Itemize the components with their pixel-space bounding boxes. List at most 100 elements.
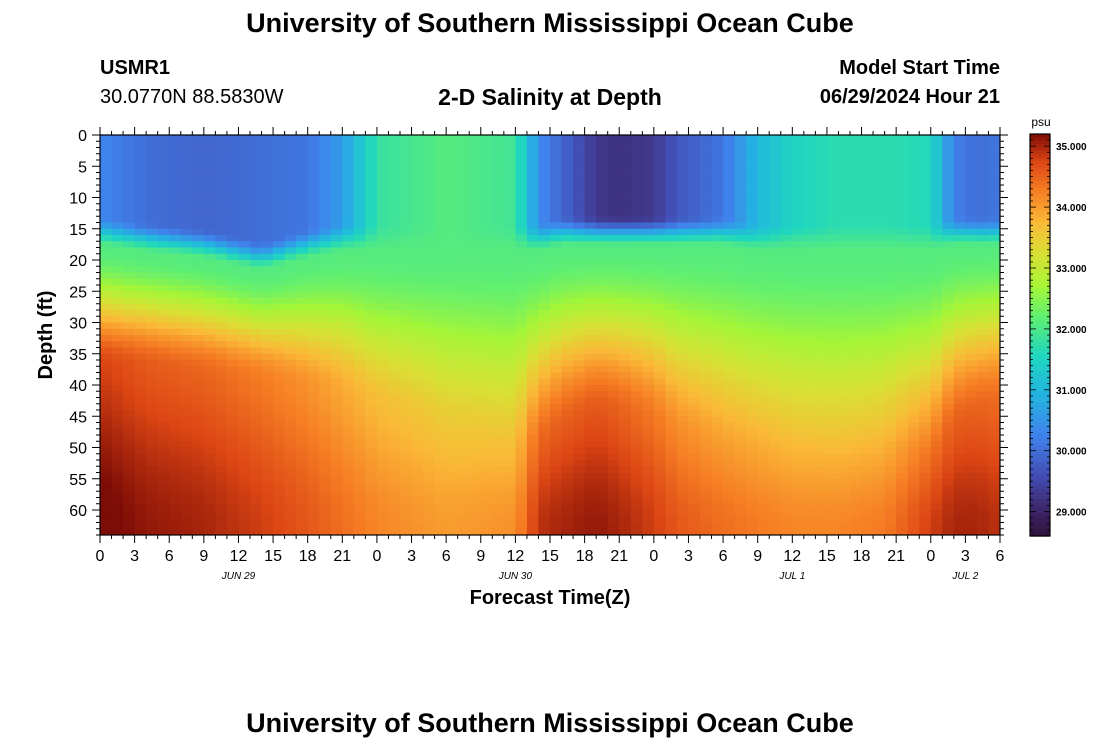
heatmap-cell [803,141,816,149]
heatmap-cell [434,491,447,499]
heatmap-cell [180,460,193,467]
heatmap-cell [607,453,620,461]
heatmap-cell [884,235,897,242]
heatmap-cell [757,260,770,267]
heatmap-cell [284,347,297,355]
heatmap-cell [826,316,840,324]
heatmap-cell [261,478,274,486]
heatmap-cell [203,491,216,499]
heatmap-cell [307,228,320,236]
heatmap-cell [965,247,978,255]
heatmap-cell [376,435,390,442]
heatmap-cell [307,285,320,292]
heatmap-cell [284,172,297,180]
heatmap-cell [330,403,343,411]
heatmap-cell [976,203,990,211]
heatmap-cell [146,185,159,192]
heatmap-cell [850,135,863,142]
heatmap-cell [653,291,666,299]
heatmap-cell [953,447,966,455]
heatmap-cell [342,297,355,305]
heatmap-cell [342,160,355,167]
heatmap-cell [561,316,574,324]
heatmap-cell [388,210,401,217]
heatmap-cell [330,191,343,199]
heatmap-cell [700,360,713,367]
heatmap-cell [342,391,355,399]
heatmap-cell [584,410,597,417]
heatmap-cell [261,528,274,535]
heatmap-cell [307,510,320,517]
heatmap-cell [676,197,690,205]
heatmap-cell [169,141,182,149]
heatmap-cell [711,335,724,342]
heatmap-cell [180,272,193,280]
heatmap-cell [157,172,170,180]
heatmap-cell [573,222,586,230]
heatmap-cell [861,378,874,386]
heatmap-cell [676,372,690,380]
heatmap-cell [792,185,805,192]
heatmap-cell [884,428,897,436]
heatmap-cell [596,360,609,367]
heatmap-cell [526,303,540,311]
heatmap-cell [446,210,459,217]
heatmap-cell [526,422,540,430]
heatmap-cell [734,397,747,405]
heatmap-cell [780,485,793,492]
heatmap-cell [942,441,955,449]
heatmap-cell [123,266,136,274]
heatmap-cell [584,516,597,524]
heatmap-cell [896,241,909,249]
heatmap-cell [907,328,920,336]
heatmap-cell [538,241,551,249]
heatmap-cell [746,372,759,380]
heatmap-cell [619,153,632,161]
heatmap-cell [273,397,286,405]
heatmap-cell [319,228,332,236]
heatmap-cell [330,203,343,211]
heatmap-cell [180,322,193,330]
heatmap-cell [203,391,216,399]
heatmap-cell [353,260,366,267]
heatmap-cell [342,178,355,186]
heatmap-cell [550,247,563,255]
heatmap-cell [884,460,897,467]
heatmap-cell [250,503,263,511]
heatmap-cell [123,328,136,336]
heatmap-cell [457,528,470,535]
heatmap-cell [676,447,690,455]
heatmap-cell [884,328,897,336]
heatmap-cell [492,510,505,517]
heatmap-cell [896,235,909,242]
heatmap-cell [907,491,920,499]
heatmap-cell [446,228,459,236]
heatmap-cell [826,197,840,205]
heatmap-cell [676,403,690,411]
heatmap-cell [769,147,782,155]
heatmap-cell [238,191,251,199]
heatmap-cell [665,385,678,392]
heatmap-cell [907,266,920,274]
heatmap-cell [792,447,805,455]
heatmap-cell [192,353,205,361]
heatmap-cell [746,391,759,399]
heatmap-cell [526,228,540,236]
heatmap-cell [307,410,320,417]
heatmap-cell [665,197,678,205]
heatmap-cell [273,247,286,255]
heatmap-cell [330,397,343,405]
heatmap-cell [688,460,701,467]
heatmap-cell [411,135,424,142]
heatmap-cell [169,422,182,430]
heatmap-cell [676,472,690,480]
heatmap-cell [284,422,297,430]
heatmap-cell [538,491,551,499]
heatmap-cell [584,491,597,499]
heatmap-cell [953,453,966,461]
heatmap-cell [307,341,320,349]
heatmap-cell [815,172,828,180]
heatmap-cell [815,247,828,255]
heatmap-cell [411,516,424,524]
heatmap-cell [584,372,597,380]
